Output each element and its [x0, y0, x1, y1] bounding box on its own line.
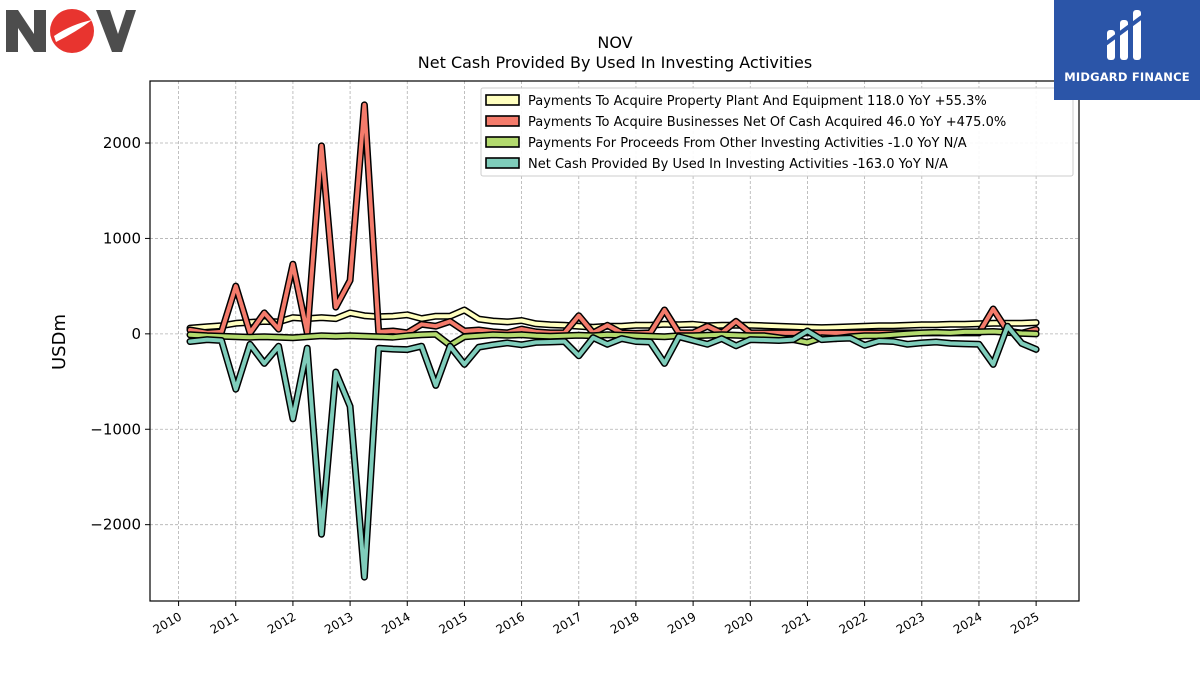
x-tick-label: 2015: [436, 609, 469, 636]
logo-letter-v: [96, 10, 136, 52]
logo-arrow: [1102, 12, 1148, 47]
legend: Payments To Acquire Property Plant And E…: [480, 87, 1074, 177]
chart-title: NOV: [597, 33, 632, 52]
plot-area-border: [149, 80, 1080, 602]
publisher-logo: MIDGARD FINANCE: [1054, 0, 1200, 100]
series-line: [188, 329, 1039, 348]
logo-bar-1: [1107, 30, 1115, 60]
x-tick-label: 2025: [1008, 609, 1041, 636]
x-tick-label: 2012: [265, 609, 298, 636]
publisher-name: MIDGARD FINANCE: [1064, 70, 1190, 84]
company-logo: [4, 6, 136, 56]
legend-box: [480, 87, 1074, 177]
y-tick-label: −2000: [90, 516, 141, 534]
legend-swatch: [485, 115, 520, 127]
x-tick-label: 2016: [494, 609, 527, 636]
y-tick-label: 2000: [103, 134, 141, 152]
x-tick-label: 2011: [208, 609, 241, 636]
x-tick-label: 2014: [379, 609, 412, 636]
y-tick-label: 0: [131, 325, 141, 343]
legend-label: Payments For Proceeds From Other Investi…: [528, 136, 967, 151]
x-tick-label: 2018: [608, 609, 641, 636]
x-tick-label: 2022: [837, 609, 870, 636]
legend-swatch: [485, 136, 520, 148]
x-tick-label: 2020: [722, 609, 755, 636]
x-tick-label: 2023: [894, 609, 927, 636]
series-line: [188, 324, 1039, 580]
logo-letter-n: [6, 10, 46, 52]
y-tick-label: −1000: [90, 420, 141, 438]
x-tick-label: 2024: [951, 609, 984, 636]
x-tick-label: 2013: [322, 609, 355, 636]
x-tick-label: 2010: [151, 609, 184, 636]
series-lines: [186, 101, 1040, 581]
x-tick-label: 2021: [779, 609, 812, 636]
legend-label: Payments To Acquire Property Plant And E…: [528, 94, 987, 109]
chart-subtitle: Net Cash Provided By Used In Investing A…: [418, 53, 812, 72]
x-tick-label: 2019: [665, 609, 698, 636]
legend-label: Payments To Acquire Businesses Net Of Ca…: [528, 115, 1006, 130]
logo-swoosh: [54, 20, 92, 42]
x-tick-label: 2017: [551, 609, 584, 636]
y-tick-label: 1000: [103, 229, 141, 247]
y-axis-label: USDm: [49, 314, 70, 370]
legend-swatch: [485, 94, 520, 106]
legend-swatch: [485, 157, 520, 169]
legend-label: Net Cash Provided By Used In Investing A…: [528, 157, 948, 172]
